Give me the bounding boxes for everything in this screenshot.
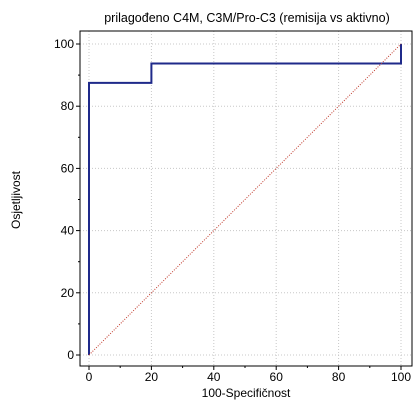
series — [88, 43, 402, 356]
x-tick-label: 40 — [207, 370, 221, 384]
x-axis-label: 100-Specifičnost — [202, 386, 291, 400]
x-tick-label: 100 — [391, 370, 411, 384]
y-tick-label: 80 — [61, 99, 75, 113]
chart-title: prilagođeno C4M, C3M/Pro-C3 (remisija vs… — [104, 11, 390, 25]
plot-frame — [79, 30, 413, 367]
x-tick-label: 80 — [332, 370, 346, 384]
y-tick-label: 20 — [61, 286, 75, 300]
x-tick-label: 20 — [145, 370, 159, 384]
y-axis-label: Osjetljivost — [9, 170, 23, 229]
ticks — [76, 43, 402, 370]
y-tick-labels: 0 20 40 60 80 100 — [54, 37, 74, 362]
grid — [80, 31, 412, 366]
x-tick-label: 60 — [270, 370, 284, 384]
x-tick-labels: 0 20 40 60 80 100 — [86, 370, 412, 384]
y-tick-label: 0 — [67, 348, 74, 362]
y-tick-label: 100 — [54, 37, 74, 51]
x-tick-label: 0 — [86, 370, 93, 384]
y-tick-label: 40 — [61, 224, 75, 238]
roc-curve-line — [88, 44, 402, 355]
reference-diagonal-line — [88, 43, 402, 356]
y-tick-label: 60 — [61, 161, 75, 175]
